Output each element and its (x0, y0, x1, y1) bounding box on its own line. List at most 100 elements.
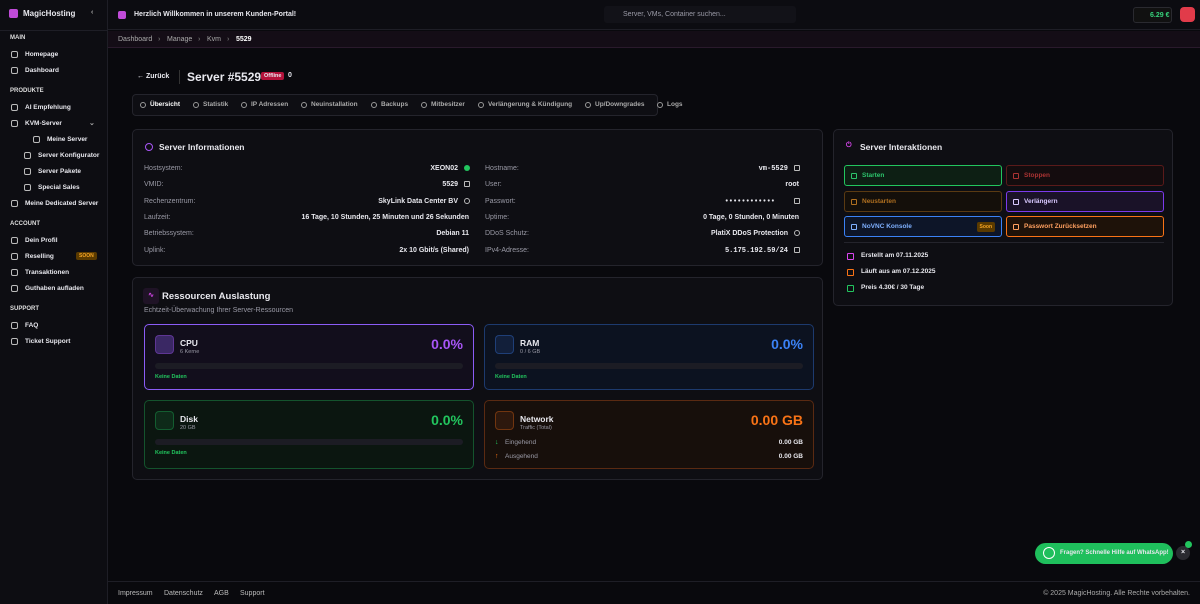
nav-item[interactable]: Meine Server (47, 136, 88, 143)
resource-box: Disk 20 GB 0.0% Keine Daten (144, 400, 474, 469)
footer-link[interactable]: Support (240, 590, 265, 597)
nav-item[interactable]: AI Empfehlung (25, 104, 71, 111)
tab-icon (657, 102, 663, 108)
nav-item[interactable]: Special Sales (38, 184, 80, 191)
server-title: Server #5529 (187, 70, 262, 84)
resource-name: Disk (180, 414, 198, 424)
tab[interactable]: Up/Downgrades (595, 101, 645, 108)
nav-item[interactable]: Meine Dedicated Server (25, 200, 99, 207)
portal-icon (118, 11, 126, 19)
whatsapp-close[interactable]: × (1176, 546, 1190, 560)
balance[interactable]: 6.29 € (1133, 7, 1172, 23)
whatsapp-button[interactable]: Fragen? Schnelle Hilfe auf WhatsApp! (1035, 543, 1173, 564)
info-label: Uptime: (485, 213, 510, 221)
avatar[interactable] (1180, 7, 1195, 22)
copy-icon[interactable] (794, 230, 800, 237)
no-data: Keine Daten (155, 450, 187, 456)
nav-icon (11, 120, 18, 127)
resource-box: Network Traffic (Total) 0.00 GB ↓ Eingehend 0… (484, 400, 814, 469)
server-info-card: Server Informationen Hostsystem: XEON02 VM… (132, 129, 823, 266)
tab[interactable]: Backups (381, 101, 409, 108)
nav-icon (24, 152, 31, 159)
tab[interactable]: Statistik (203, 101, 229, 108)
power-icon: ⏻ (846, 142, 852, 149)
traffic-label: Eingehend (505, 439, 537, 446)
search-placeholder: Server, VMs, Container suchen... (623, 11, 726, 18)
action-button[interactable]: Neustarten (844, 190, 1002, 212)
copy-icon[interactable] (794, 197, 800, 204)
footer-link[interactable]: AGB (214, 590, 229, 597)
info-value: vm-5529 (758, 165, 788, 173)
info-label: VMID: (144, 181, 164, 189)
balance-value: 6.29 € (1150, 12, 1170, 19)
tab[interactable]: Neuinstallation (311, 101, 358, 108)
resource-sub: 20 GB (180, 425, 196, 431)
tab[interactable]: IP Adressen (251, 101, 289, 108)
info-value: 5.175.192.59/24 (724, 246, 788, 255)
nav-icon (33, 136, 40, 143)
tab-icon (193, 102, 199, 108)
resource-value: 0.0% (771, 336, 803, 352)
nav-item[interactable]: Dashboard (25, 67, 59, 74)
copyright: © 2025 MagicHosting. Alle Rechte vorbeha… (1043, 590, 1190, 597)
progress-track (495, 363, 803, 369)
nav-item[interactable]: Guthaben aufladen (25, 285, 84, 292)
soon-badge: SOON (76, 252, 97, 260)
breadcrumb-sep: › (198, 36, 201, 43)
info-icon (847, 253, 854, 260)
interactions-card: ⏻ Server Interaktionen Starten Stoppen Neu… (833, 129, 1173, 306)
whatsapp-icon (1043, 547, 1055, 559)
section-title: MAIN (10, 35, 26, 41)
action-button[interactable]: Verlängern (1006, 190, 1164, 212)
nav-item[interactable]: Server Konfigurator (38, 152, 100, 159)
resource-icon (155, 335, 174, 354)
resource-sub: 0 / 6 GB (520, 349, 541, 355)
action-button[interactable]: Starten (844, 165, 1002, 186)
copy-icon[interactable] (794, 246, 800, 253)
nav-icon (24, 184, 31, 191)
footer-link[interactable]: Datenschutz (164, 590, 203, 597)
card-title: Ressourcen Auslastung (162, 291, 271, 302)
tab[interactable]: Übersicht (150, 101, 180, 108)
info-label: Hostsystem: (144, 165, 183, 172)
nav-item[interactable]: FAQ (25, 322, 39, 329)
status-count: 0 (288, 72, 292, 79)
nav-item[interactable]: Transaktionen (25, 269, 70, 276)
card-title: Server Informationen (159, 142, 245, 152)
action-button[interactable]: NoVNC Konsole Soon (844, 216, 1002, 237)
nav-item[interactable]: Server Pakete (38, 168, 82, 175)
button-icon (1013, 224, 1019, 230)
button-icon (851, 173, 857, 179)
tab[interactable]: Logs (667, 101, 683, 108)
breadcrumb-item: 5529 (236, 36, 252, 43)
tab-icon (421, 102, 427, 108)
nav-item[interactable]: KVM-Server (25, 120, 62, 127)
back-button[interactable]: ← Zurück (137, 73, 170, 80)
nav-item[interactable]: Homepage (25, 51, 59, 58)
action-button[interactable]: Stoppen (1006, 165, 1164, 186)
traffic-value: 0.00 GB (778, 439, 803, 446)
logo-icon (9, 9, 18, 18)
resource-value: 0.0% (431, 336, 463, 352)
breadcrumb-item[interactable]: Dashboard (118, 36, 153, 43)
copy-icon (464, 181, 470, 188)
info-icon (145, 143, 153, 151)
search[interactable]: Server, VMs, Container suchen... (604, 6, 796, 23)
copy-icon[interactable] (794, 165, 800, 171)
breadcrumb-item[interactable]: Manage (167, 36, 193, 43)
nav-icon (11, 338, 18, 345)
chevron: ⌄ (89, 120, 95, 127)
tab[interactable]: Verlängerung & Kündigung (488, 101, 573, 108)
nav-item[interactable]: Dein Profil (25, 237, 58, 244)
nav-item[interactable]: Reselling (25, 253, 54, 260)
collapse-icon[interactable]: ‹ (91, 9, 94, 16)
tab[interactable]: Mitbesitzer (431, 101, 465, 108)
action-button[interactable]: Passwort Zurücksetzen (1006, 216, 1164, 237)
info-value: XEON02 (430, 165, 458, 172)
info-label: Uplink: (144, 246, 166, 254)
online-dot (1185, 541, 1192, 548)
nav-item[interactable]: Ticket Support (25, 338, 71, 345)
traffic-arrow: ↑ (495, 453, 499, 460)
breadcrumb-item[interactable]: Kvm (207, 36, 221, 43)
footer-link[interactable]: Impressum (118, 590, 153, 597)
